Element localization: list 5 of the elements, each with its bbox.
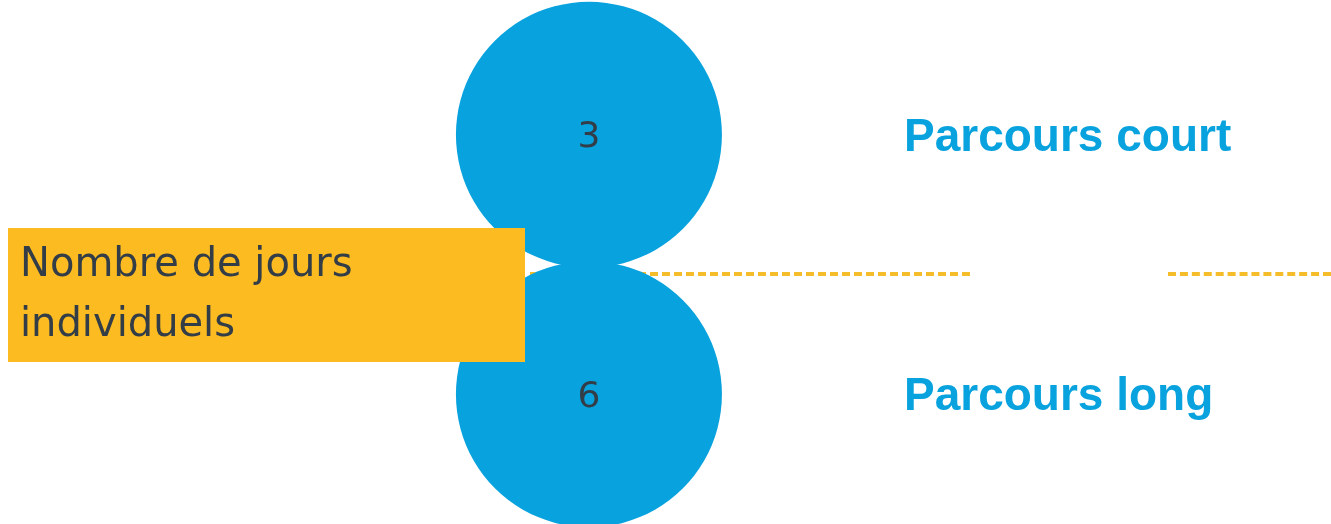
text: Nombre de jours individuels (8, 228, 525, 362)
data-label: 6 (577, 373, 601, 415)
category-label: Parcours court (904, 108, 1232, 161)
data-label: 3 (577, 114, 601, 156)
category-label: Parcours long (904, 368, 1214, 421)
